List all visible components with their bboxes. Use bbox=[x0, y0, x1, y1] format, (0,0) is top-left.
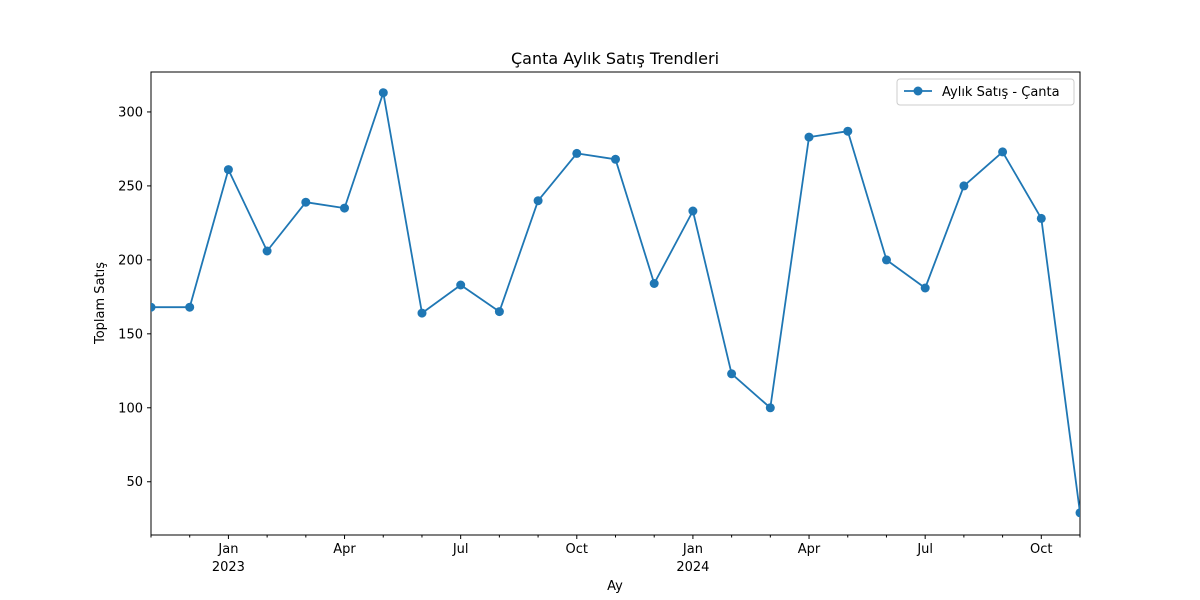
x-tick-label: Jan bbox=[217, 542, 238, 557]
data-point bbox=[456, 280, 466, 290]
y-axis-label: Toplam Satış bbox=[93, 262, 108, 345]
x-axis-label: Ay bbox=[607, 579, 623, 594]
legend-label: Aylık Satış - Çanta bbox=[942, 85, 1060, 100]
data-point bbox=[301, 197, 311, 207]
data-point bbox=[1075, 508, 1080, 518]
data-point bbox=[378, 88, 388, 98]
x-tick-label: Oct bbox=[1030, 542, 1052, 557]
x-tick-label: Jul bbox=[452, 542, 469, 557]
data-point bbox=[649, 279, 659, 288]
data-point bbox=[262, 246, 272, 256]
data-point bbox=[998, 147, 1008, 157]
y-tick-label: 200 bbox=[118, 253, 143, 268]
x-tick-label: Apr bbox=[798, 542, 821, 557]
plot-frame bbox=[150, 71, 1081, 536]
y-tick-label: 50 bbox=[126, 475, 143, 490]
series-layer bbox=[151, 88, 1080, 518]
data-point bbox=[340, 203, 349, 213]
x-tick-label: Oct bbox=[566, 542, 588, 557]
y-tick-label: 100 bbox=[118, 401, 143, 416]
legend-marker bbox=[913, 86, 923, 96]
x-tick-year-label: 2024 bbox=[676, 560, 709, 575]
data-point bbox=[804, 132, 814, 142]
legend: Aylık Satış - Çanta bbox=[896, 78, 1075, 106]
series-group bbox=[151, 88, 1080, 518]
y-tick-label: 150 bbox=[118, 327, 143, 342]
data-point bbox=[727, 369, 737, 379]
data-point bbox=[765, 403, 775, 413]
data-point bbox=[223, 165, 233, 175]
data-point bbox=[959, 181, 969, 191]
data-point bbox=[417, 308, 427, 318]
data-point bbox=[533, 196, 543, 206]
x-tick-label: Apr bbox=[333, 542, 356, 557]
data-point bbox=[688, 206, 698, 216]
y-tick-label: 300 bbox=[118, 105, 143, 120]
data-point bbox=[1036, 213, 1046, 223]
data-point bbox=[843, 126, 853, 136]
legend-frame bbox=[896, 78, 1075, 106]
data-point bbox=[611, 154, 620, 164]
data-point bbox=[494, 307, 504, 317]
data-point bbox=[882, 255, 891, 265]
data-point bbox=[185, 302, 195, 312]
axes: 50 100 150 200 250 300 Jan 2023 Apr Jul Oct Jan 2024… bbox=[118, 71, 1081, 575]
x-tick-year-label: 2023 bbox=[212, 560, 245, 575]
data-point bbox=[920, 283, 930, 293]
x-tick-label: Jan bbox=[682, 542, 703, 557]
data-point bbox=[151, 302, 156, 312]
x-tick-label: Jul bbox=[916, 542, 933, 557]
y-tick-label: 250 bbox=[118, 179, 143, 194]
data-point bbox=[572, 148, 582, 158]
chart-title: Çanta Aylık Satış Trendleri bbox=[511, 49, 719, 68]
